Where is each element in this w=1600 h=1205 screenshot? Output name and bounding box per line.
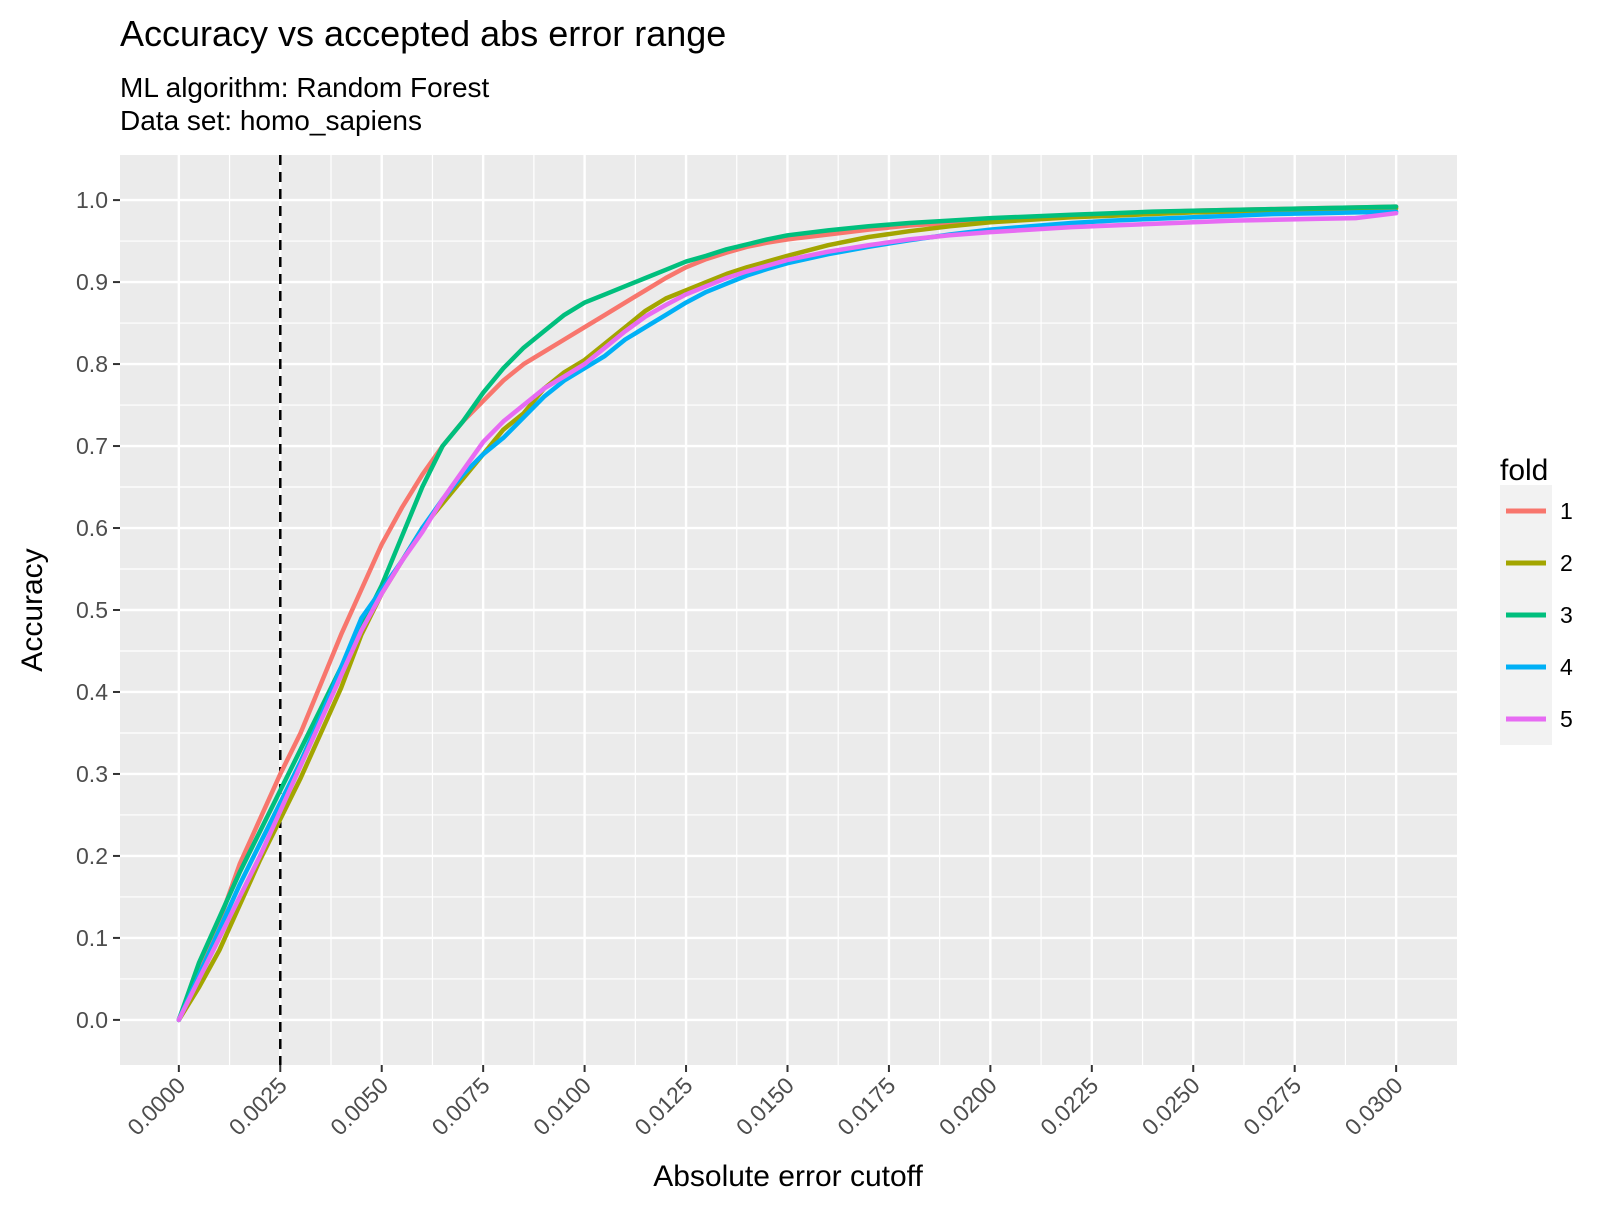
y-tick-label: 0.6 <box>76 515 108 541</box>
y-tick-label: 0.3 <box>76 761 108 787</box>
series-line-fold-2 <box>176 206 1399 1023</box>
legend-label: 2 <box>1560 550 1573 576</box>
chart-subtitle-line-2: Data set: homo_sapiens <box>120 105 422 136</box>
y-tick-label: 0.7 <box>76 433 108 459</box>
y-tick-label: 0.1 <box>76 925 108 951</box>
x-tick-label: 0.0225 <box>1035 1072 1103 1140</box>
legend-items: 1 2 3 4 5 <box>1500 485 1573 745</box>
legend-label: 3 <box>1560 602 1573 628</box>
x-tick-label: 0.0200 <box>934 1072 1002 1140</box>
chart-subtitle-line-1: ML algorithm: Random Forest <box>120 72 490 103</box>
x-tick-label: 0.0075 <box>427 1072 495 1140</box>
y-tick-label: 0.0 <box>76 1007 108 1033</box>
legend: fold 1 2 3 4 5 <box>1500 454 1573 745</box>
legend-label: 5 <box>1560 706 1573 732</box>
series-line-fold-5 <box>176 210 1399 1023</box>
y-tick-label: 0.4 <box>76 679 108 705</box>
series-line-fold-4 <box>176 209 1399 1023</box>
legend-title: fold <box>1500 454 1548 487</box>
x-tick-label: 0.0150 <box>731 1072 799 1140</box>
y-tick-label: 1.0 <box>76 187 108 213</box>
legend-label: 1 <box>1560 498 1573 524</box>
x-axis: 0.0000 0.0025 0.0050 0.0075 0.0100 0.0125 0.01… <box>122 1065 1408 1140</box>
y-tick-label: 0.9 <box>76 269 108 295</box>
x-tick-label: 0.0300 <box>1340 1072 1408 1140</box>
x-tick-label: 0.0175 <box>832 1072 900 1140</box>
y-tick-label: 0.5 <box>76 597 108 623</box>
x-tick-label: 0.0000 <box>122 1072 190 1140</box>
legend-label: 4 <box>1560 654 1573 680</box>
x-tick-label: 0.0100 <box>528 1072 596 1140</box>
x-tick-label: 0.0250 <box>1137 1072 1205 1140</box>
x-tick-label: 0.0125 <box>629 1072 697 1140</box>
x-axis-title: Absolute error cutoff <box>653 1160 923 1193</box>
x-tick-label: 0.0275 <box>1238 1072 1306 1140</box>
x-tick-label: 0.0025 <box>224 1072 292 1140</box>
y-axis: 0.0 0.1 0.2 0.3 0.4 0.5 0.6 0.7 0.8 0.9 1.0 <box>76 187 120 1033</box>
grid-major <box>120 155 1457 1065</box>
x-tick-label: 0.0050 <box>325 1072 393 1140</box>
y-tick-label: 0.2 <box>76 843 108 869</box>
series-lines <box>176 204 1399 1023</box>
y-tick-label: 0.8 <box>76 351 108 377</box>
chart-title: Accuracy vs accepted abs error range <box>120 13 726 54</box>
y-axis-title: Accuracy <box>16 548 49 671</box>
